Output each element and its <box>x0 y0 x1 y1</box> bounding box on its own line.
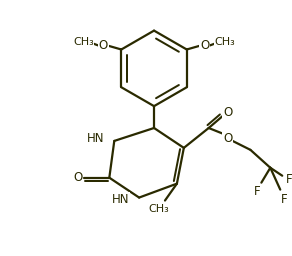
Text: F: F <box>281 193 288 206</box>
Text: O: O <box>200 39 209 52</box>
Text: O: O <box>223 132 232 145</box>
Text: O: O <box>223 105 232 119</box>
Text: O: O <box>73 171 82 184</box>
Text: HN: HN <box>87 132 104 145</box>
Text: F: F <box>286 173 292 186</box>
Text: CH₃: CH₃ <box>214 37 235 47</box>
Text: O: O <box>99 39 108 52</box>
Text: F: F <box>254 185 261 198</box>
Text: HN: HN <box>112 193 129 206</box>
Text: CH₃: CH₃ <box>73 37 94 47</box>
Text: CH₃: CH₃ <box>149 205 169 215</box>
